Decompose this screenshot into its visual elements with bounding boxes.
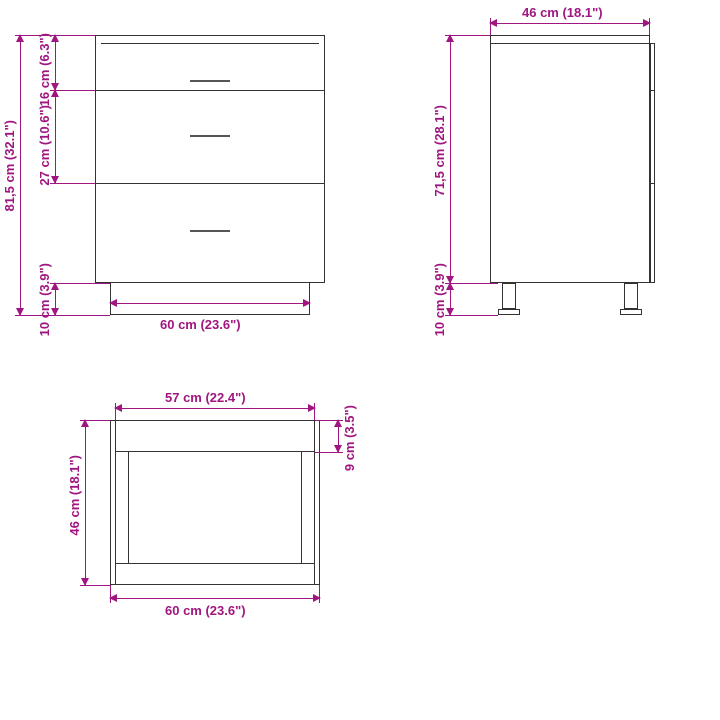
dim-arrow-body-height: [450, 35, 451, 283]
dim-label-total-height: 81,5 cm (32.1"): [2, 120, 17, 211]
cabinet-leg-2: [624, 283, 638, 309]
dim-label-top-gap: 16 cm (6.3"): [37, 33, 52, 106]
dim-arrow-width: [110, 303, 310, 304]
dim-label-mid-drawer: 27 cm (10.6"): [37, 105, 52, 186]
dim-label-depth-top: 46 cm (18.1"): [522, 5, 603, 20]
top-view: 57 cm (22.4") 9 cm (3.5") 46 cm (18.1") …: [110, 420, 320, 585]
cabinet-foot-1: [498, 309, 520, 315]
top-rail: [101, 43, 319, 44]
dim-label-body-height: 71,5 cm (28.1"): [432, 105, 447, 196]
dim-arrow-depth-top: [490, 23, 650, 24]
dim-arrow-total-height: [20, 35, 21, 315]
toe-kick: [110, 283, 310, 315]
ext-line: [110, 585, 111, 603]
top-side-r: [314, 420, 315, 585]
ext-line: [115, 403, 116, 420]
dim-arrow-toe-kick: [55, 283, 56, 315]
dim-arrow-depth: [85, 420, 86, 585]
ext-line: [15, 315, 110, 316]
side-top-rail: [490, 43, 650, 44]
drawer-handle-1: [190, 80, 230, 82]
dim-label-width: 60 cm (23.6"): [160, 317, 241, 332]
dim-label-inner-width: 57 cm (22.4"): [165, 390, 246, 405]
dim-arrow-outer-width: [110, 598, 320, 599]
cabinet-leg-1: [502, 283, 516, 309]
front-view: 81,5 cm (32.1") 16 cm (6.3") 27 cm (10.6…: [95, 35, 325, 315]
drawer-handle-2: [190, 135, 230, 137]
cabinet-foot-2: [620, 309, 642, 315]
ext-line: [50, 183, 95, 184]
drawer-divider-2: [95, 183, 325, 184]
top-side-r2: [301, 452, 302, 563]
dim-label-depth: 46 cm (18.1"): [67, 455, 82, 536]
dim-arrow-top-gap: [55, 35, 56, 90]
ext-line: [315, 452, 343, 453]
drawer-handle-3: [190, 230, 230, 232]
dim-label-outer-width: 60 cm (23.6"): [165, 603, 246, 618]
drawer-divider-1: [95, 90, 325, 91]
cabinet-body: [95, 35, 325, 283]
dim-arrow-inner-width: [115, 408, 315, 409]
side-div: [650, 90, 655, 91]
ext-line: [80, 420, 110, 421]
ext-line: [319, 585, 320, 603]
cabinet-side-body: [490, 35, 650, 283]
dim-label-toe-kick: 10 cm (3.9"): [37, 263, 52, 336]
dim-label-leg-height: 10 cm (3.9"): [432, 263, 447, 336]
dim-arrow-mid-drawer: [55, 90, 56, 183]
ext-line: [50, 283, 110, 284]
top-inner-panel: [115, 420, 315, 452]
dim-label-front-inset: 9 cm (3.5"): [342, 405, 357, 471]
ext-line: [80, 585, 110, 586]
top-front-rail: [115, 563, 315, 585]
ext-line: [314, 403, 315, 420]
ext-line: [445, 35, 490, 36]
ext-line: [445, 315, 498, 316]
side-view: 46 cm (18.1") 71,5 cm (28.1") 10 cm (3.9…: [490, 35, 650, 315]
side-div: [650, 183, 655, 184]
dim-arrow-front-inset: [338, 420, 339, 452]
ext-line: [649, 18, 650, 35]
dim-arrow-leg-height: [450, 283, 451, 315]
drawer-front-edge: [650, 43, 655, 283]
ext-line: [315, 420, 343, 421]
top-side-l: [115, 420, 116, 585]
ext-line: [490, 18, 491, 35]
top-side-l2: [128, 452, 129, 563]
